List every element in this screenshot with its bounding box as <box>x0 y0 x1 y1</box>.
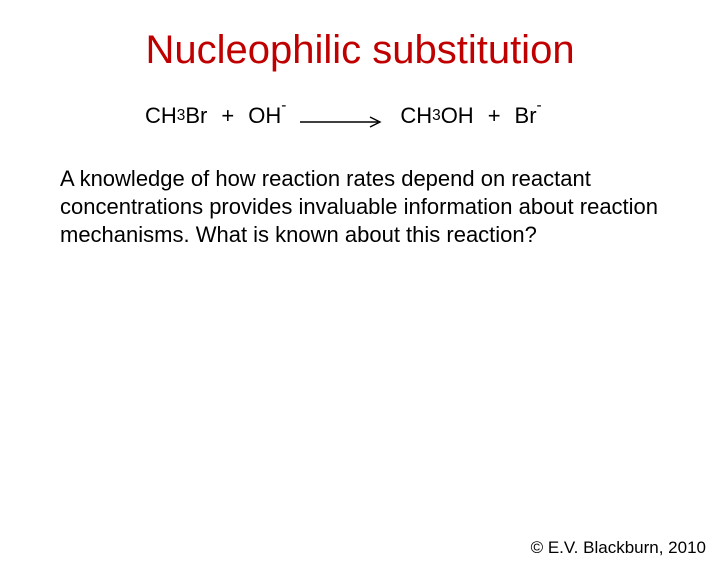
reaction-arrow <box>300 109 386 123</box>
product-1-base: CH <box>400 103 432 129</box>
plus-2: + <box>488 103 501 129</box>
product-2-sup: - <box>537 97 542 115</box>
reaction-equation: CH3Br + OH- CH3OH + Br- <box>145 103 720 129</box>
body-paragraph: A knowledge of how reaction rates depend… <box>60 165 660 249</box>
product-2: Br- <box>515 103 542 129</box>
reactant-1-base: CH <box>145 103 177 129</box>
product-1-sub: 3 <box>432 107 441 125</box>
reactant-2-sup: - <box>281 97 286 115</box>
slide-title: Nucleophilic substitution <box>0 28 720 73</box>
reactant-1: CH3Br <box>145 103 207 129</box>
product-1-tail: OH <box>441 103 474 129</box>
reactant-1-tail: Br <box>185 103 207 129</box>
product-1: CH3OH <box>400 103 473 129</box>
product-2-base: Br <box>515 103 537 129</box>
plus-1: + <box>221 103 234 129</box>
reactant-2: OH- <box>248 103 286 129</box>
reactant-1-sub: 3 <box>177 107 186 125</box>
reactant-2-base: OH <box>248 103 281 129</box>
copyright-footer: © E.V. Blackburn, 2010 <box>531 538 706 558</box>
arrow-icon <box>300 115 386 129</box>
